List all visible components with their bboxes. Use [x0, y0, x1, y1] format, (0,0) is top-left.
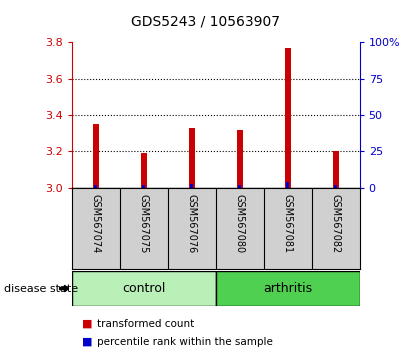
Bar: [189, 128, 195, 188]
Text: percentile rank within the sample: percentile rank within the sample: [97, 337, 272, 347]
Text: GSM567082: GSM567082: [331, 194, 341, 253]
Text: GSM567081: GSM567081: [283, 194, 293, 253]
Bar: [72, 271, 216, 306]
Text: GDS5243 / 10563907: GDS5243 / 10563907: [131, 14, 280, 28]
Text: GSM567080: GSM567080: [235, 194, 245, 253]
Text: ■: ■: [82, 319, 93, 329]
Bar: [237, 130, 242, 188]
FancyArrow shape: [60, 285, 69, 292]
Bar: [93, 124, 99, 188]
Bar: [285, 48, 291, 188]
Text: GSM567076: GSM567076: [187, 194, 197, 253]
Text: arthritis: arthritis: [263, 282, 312, 295]
Bar: [238, 185, 241, 188]
Text: ■: ■: [82, 337, 93, 347]
Bar: [190, 184, 193, 188]
Bar: [141, 153, 147, 188]
Text: GSM567075: GSM567075: [139, 194, 149, 253]
Text: GSM567074: GSM567074: [91, 194, 101, 253]
Bar: [95, 185, 97, 188]
Bar: [286, 182, 289, 188]
Text: disease state: disease state: [4, 284, 78, 293]
Bar: [334, 185, 337, 188]
Bar: [333, 152, 339, 188]
Bar: [142, 185, 145, 188]
Text: transformed count: transformed count: [97, 319, 194, 329]
Bar: [216, 271, 360, 306]
Text: control: control: [122, 282, 166, 295]
